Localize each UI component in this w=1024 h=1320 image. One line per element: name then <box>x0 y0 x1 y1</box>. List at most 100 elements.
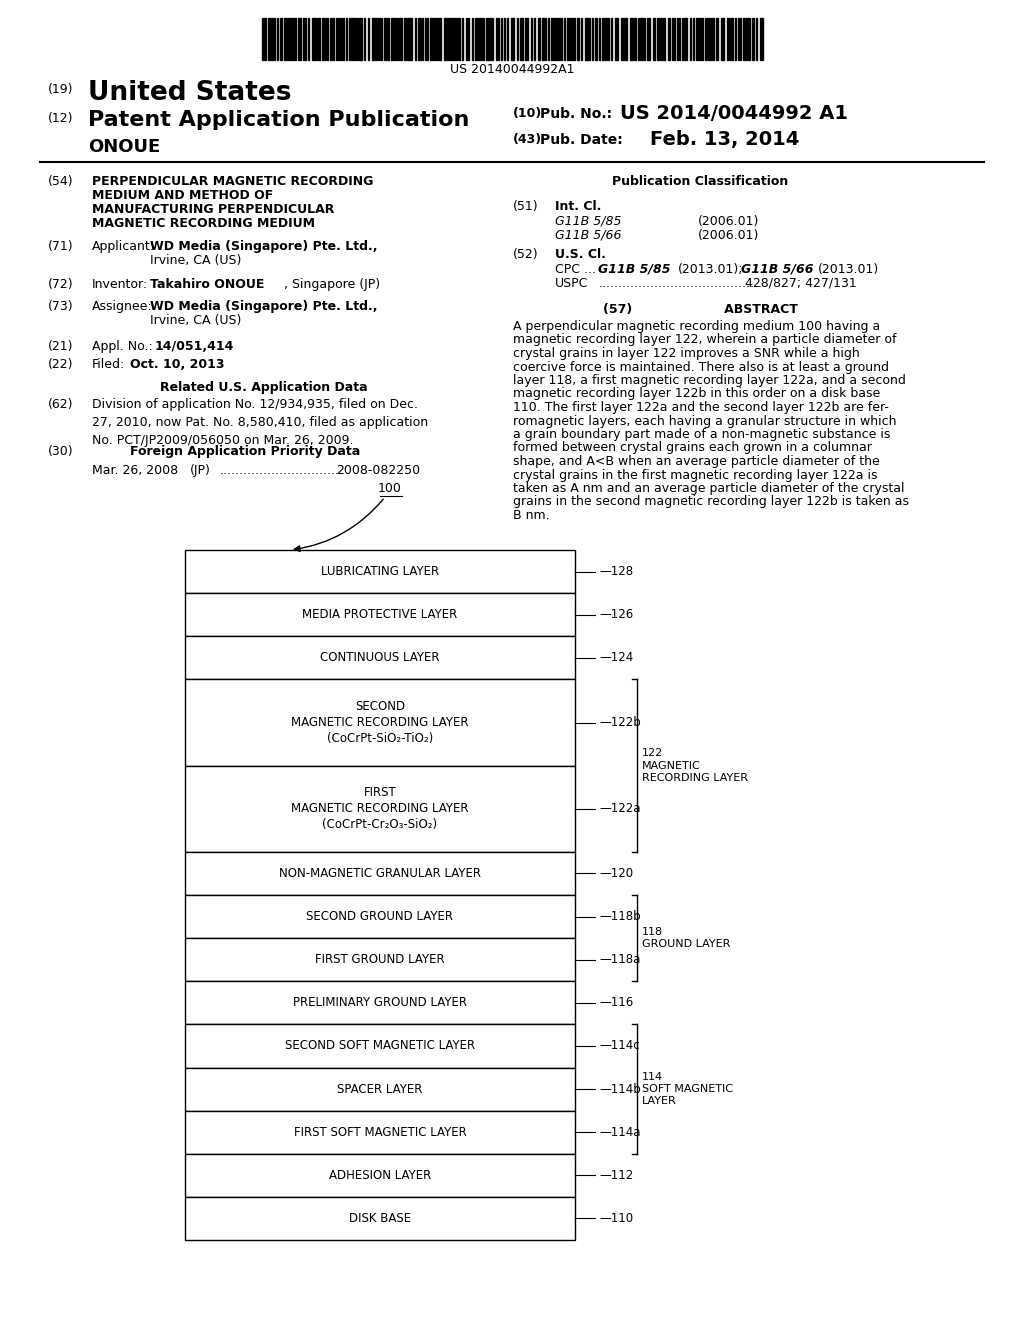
Text: WD Media (Singapore) Pte. Ltd.,: WD Media (Singapore) Pte. Ltd., <box>150 240 378 253</box>
Text: grains in the second magnetic recording layer 122b is taken as: grains in the second magnetic recording … <box>513 495 909 508</box>
Text: Filed:: Filed: <box>92 358 125 371</box>
Bar <box>351 18 353 59</box>
Text: WD Media (Singapore) Pte. Ltd.,: WD Media (Singapore) Pte. Ltd., <box>150 300 378 313</box>
Text: (10): (10) <box>513 107 543 120</box>
Bar <box>602 18 604 59</box>
Bar <box>332 18 334 59</box>
Bar <box>430 18 432 59</box>
Text: , Singapore (JP): , Singapore (JP) <box>284 279 380 290</box>
Text: (72): (72) <box>48 279 74 290</box>
Text: 118
GROUND LAYER: 118 GROUND LAYER <box>642 927 730 949</box>
Bar <box>288 18 291 59</box>
Bar <box>660 18 662 59</box>
Text: PRELIMINARY GROUND LAYER: PRELIMINARY GROUND LAYER <box>293 997 467 1010</box>
Bar <box>663 18 665 59</box>
Text: crystal grains in layer 122 improves a SNR while a high: crystal grains in layer 122 improves a S… <box>513 347 860 360</box>
Text: (73): (73) <box>48 300 74 313</box>
Text: shape, and A<B when an average particle diameter of the: shape, and A<B when an average particle … <box>513 455 880 469</box>
Text: ...............................: ............................... <box>220 465 344 477</box>
Text: B nm.: B nm. <box>513 510 550 521</box>
Text: MEDIUM AND METHOD OF: MEDIUM AND METHOD OF <box>92 189 273 202</box>
Text: —114c: —114c <box>599 1039 640 1052</box>
Text: magnetic recording layer 122, wherein a particle diameter of: magnetic recording layer 122, wherein a … <box>513 334 896 346</box>
Text: Irvine, CA (US): Irvine, CA (US) <box>150 253 242 267</box>
Text: SPACER LAYER: SPACER LAYER <box>337 1082 423 1096</box>
Bar <box>264 18 266 59</box>
Bar <box>570 18 573 59</box>
Text: 100: 100 <box>378 482 402 495</box>
Text: (62): (62) <box>48 399 74 411</box>
Bar <box>399 18 402 59</box>
Bar <box>511 18 514 59</box>
Bar <box>699 18 701 59</box>
Text: Mar. 26, 2008: Mar. 26, 2008 <box>92 465 178 477</box>
Bar <box>707 18 710 59</box>
Text: Inventor:: Inventor: <box>92 279 148 290</box>
Bar <box>387 18 389 59</box>
Text: a grain boundary part made of a non-magnetic substance is: a grain boundary part made of a non-magn… <box>513 428 891 441</box>
Bar <box>185 939 575 981</box>
Bar <box>185 1068 575 1110</box>
Text: Irvine, CA (US): Irvine, CA (US) <box>150 314 242 327</box>
Text: (71): (71) <box>48 240 74 253</box>
Bar <box>404 18 406 59</box>
Text: MEDIA PROTECTIVE LAYER: MEDIA PROTECTIVE LAYER <box>302 609 458 622</box>
Bar <box>185 1197 575 1239</box>
Text: —124: —124 <box>599 651 633 664</box>
Text: —114a: —114a <box>599 1126 640 1139</box>
Text: CPC ...: CPC ... <box>555 263 596 276</box>
Bar <box>752 18 754 59</box>
Bar <box>542 18 544 59</box>
Text: —122b: —122b <box>599 715 641 729</box>
Text: (52): (52) <box>513 248 539 261</box>
Text: U.S. Cl.: U.S. Cl. <box>555 248 606 261</box>
Bar <box>760 18 763 59</box>
Text: —112: —112 <box>599 1168 633 1181</box>
Text: Pub. Date:: Pub. Date: <box>540 133 623 147</box>
Bar <box>185 766 575 851</box>
Text: —122a: —122a <box>599 803 640 816</box>
Text: (51): (51) <box>513 201 539 213</box>
Bar <box>538 18 540 59</box>
Text: (19): (19) <box>48 83 74 96</box>
Text: Oct. 10, 2013: Oct. 10, 2013 <box>130 358 224 371</box>
Bar <box>312 18 315 59</box>
Bar <box>634 18 636 59</box>
Text: NON-MAGNETIC GRANULAR LAYER: NON-MAGNETIC GRANULAR LAYER <box>279 867 481 880</box>
Text: (30): (30) <box>48 445 74 458</box>
Text: romagnetic layers, each having a granular structure in which: romagnetic layers, each having a granula… <box>513 414 896 428</box>
Text: Takahiro ONOUE: Takahiro ONOUE <box>150 279 264 290</box>
Text: Foreign Application Priority Data: Foreign Application Priority Data <box>130 445 360 458</box>
Text: 114
SOFT MAGNETIC
LAYER: 114 SOFT MAGNETIC LAYER <box>642 1072 733 1106</box>
Text: (2013.01);: (2013.01); <box>678 263 743 276</box>
Bar <box>354 18 356 59</box>
Bar <box>439 18 441 59</box>
Text: Int. Cl.: Int. Cl. <box>555 201 601 213</box>
Bar <box>615 18 618 59</box>
Bar <box>359 18 362 59</box>
Bar <box>684 18 687 59</box>
Bar <box>657 18 659 59</box>
Bar <box>436 18 438 59</box>
Text: ONOUE: ONOUE <box>88 139 160 156</box>
Bar <box>520 18 523 59</box>
Bar <box>696 18 698 59</box>
Text: (2013.01): (2013.01) <box>818 263 880 276</box>
Bar <box>185 895 575 939</box>
Text: ADHESION LAYER: ADHESION LAYER <box>329 1168 431 1181</box>
Bar <box>280 18 282 59</box>
Text: crystal grains in the first magnetic recording layer 122a is: crystal grains in the first magnetic rec… <box>513 469 878 482</box>
Bar <box>318 18 319 59</box>
Text: G11B 5/85: G11B 5/85 <box>555 215 622 228</box>
Text: MANUFACTURING PERPENDICULAR: MANUFACTURING PERPENDICULAR <box>92 203 335 216</box>
Bar <box>630 18 633 59</box>
Text: (54): (54) <box>48 176 74 187</box>
Text: (2006.01): (2006.01) <box>698 228 760 242</box>
Text: (22): (22) <box>48 358 74 371</box>
Bar <box>418 18 421 59</box>
Text: G11B 5/66: G11B 5/66 <box>555 228 622 242</box>
Bar <box>185 550 575 593</box>
Text: MAGNETIC RECORDING MEDIUM: MAGNETIC RECORDING MEDIUM <box>92 216 315 230</box>
Bar <box>292 18 294 59</box>
Bar <box>605 18 607 59</box>
